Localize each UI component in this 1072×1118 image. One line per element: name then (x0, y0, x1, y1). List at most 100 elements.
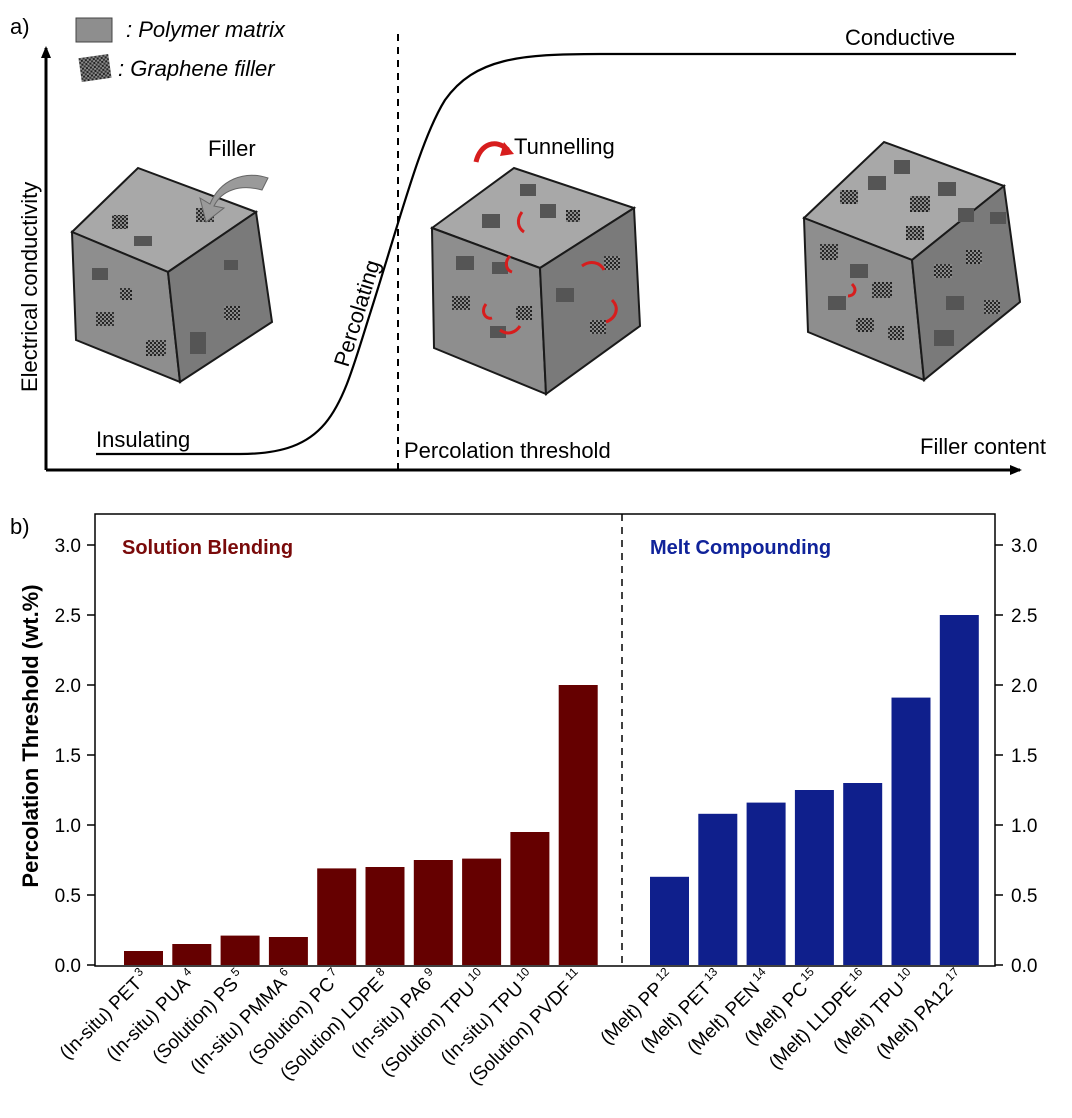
x-tick-label-ref: 10 (894, 964, 914, 984)
panel-b-bar-chart: b) Percolation Threshold (wt.%) Solution… (10, 513, 1037, 1090)
graphene-flake (224, 260, 238, 270)
graphene-flake (856, 318, 874, 332)
bar-solution-pvdf (558, 685, 598, 965)
bar-melt-tpu (891, 697, 931, 965)
y-axis-label: Electrical conductivity (17, 182, 42, 392)
y-tick-label-right: 0.0 (1011, 956, 1037, 977)
graphene-flake (934, 264, 952, 278)
y-tick-label: 0.5 (55, 886, 81, 907)
graphene-flake (990, 212, 1006, 224)
x-tick-label-ref: 17 (942, 964, 962, 984)
y-axis-title: Percolation Threshold (wt.%) (18, 584, 43, 887)
x-tick-label-ref: 11 (562, 964, 581, 983)
graphene-flake (888, 326, 904, 340)
group-title-melt: Melt Compounding (650, 537, 831, 559)
graphene-flake (828, 296, 846, 310)
graphene-flake (894, 160, 910, 174)
cube-percolating: Tunnelling (429, 134, 642, 396)
bar-solution-tpu (462, 858, 502, 965)
conductive-label: Conductive (845, 25, 955, 50)
legend-polymer-text: : Polymer matrix (126, 17, 286, 42)
graphene-flake (516, 306, 532, 320)
bar-in-situ-pa6 (413, 860, 453, 965)
y-tick-label: 2.0 (55, 676, 81, 697)
y-tick-label: 2.5 (55, 606, 81, 627)
tunnelling-arrow-head (500, 142, 514, 156)
y-tick-label-right: 0.5 (1011, 886, 1037, 907)
y-tick-label: 3.0 (55, 536, 81, 557)
plot-frame (94, 513, 996, 967)
filler-arrow (199, 174, 269, 223)
graphene-flake (540, 204, 556, 218)
graphene-flake (566, 210, 580, 222)
bar-solution-pc (317, 868, 357, 965)
graphene-flake (938, 182, 956, 196)
graphene-flake (96, 312, 114, 326)
graphene-flake (604, 256, 620, 270)
y-tick-label-right: 3.0 (1011, 536, 1037, 557)
bar-melt-pen (746, 802, 786, 965)
graphene-flake (966, 250, 982, 264)
panel-a-label: a) (10, 14, 30, 39)
graphene-flake (906, 226, 924, 240)
graphene-flake (92, 268, 108, 280)
graphene-flake (492, 262, 508, 274)
x-tick-label-ref: 12 (653, 964, 673, 984)
graphene-flake (590, 320, 606, 334)
y-tick-label: 1.5 (55, 746, 81, 767)
graphene-flake (490, 326, 506, 338)
bar-in-situ-pua (172, 944, 212, 965)
x-tick-label-ref: 13 (701, 964, 721, 984)
graphene-flake (872, 282, 892, 298)
y-ticks-right: 0.0 0.5 1.0 1.5 2.0 2.5 3.0 (995, 536, 1037, 977)
y-tick-label-right: 1.0 (1011, 816, 1037, 837)
x-tick-label-ref: 10 (513, 964, 533, 984)
x-tick-label-ref: 14 (749, 964, 769, 984)
graphene-flake (556, 288, 574, 302)
cube-insulating: Filler (70, 136, 274, 384)
bar-solution-ps (220, 935, 260, 965)
y-tick-label: 0.0 (55, 956, 81, 977)
y-tick-label: 1.0 (55, 816, 81, 837)
graphene-flake (946, 296, 964, 310)
x-tick-labels: (In-situ) PET3(In-situ) PUA4(Solution) P… (56, 964, 962, 1089)
filler-label: Filler (208, 136, 256, 161)
x-tick-label-text: (In-situ) PET (56, 973, 147, 1064)
graphene-flake (190, 332, 206, 354)
tunnelling-label: Tunnelling (514, 134, 615, 159)
legend: : Polymer matrix : Graphene filler (75, 17, 286, 82)
graphene-flake (910, 196, 930, 212)
panel-a-schematic: a) : Polymer matrix : Graphene filler El… (10, 14, 1046, 475)
bar-melt-pet (698, 813, 738, 965)
cube-conductive (802, 140, 1022, 382)
percolating-label: Percolating (329, 257, 385, 370)
graphene-flake (850, 264, 868, 278)
graphene-flake (224, 306, 240, 320)
graphene-flake (456, 256, 474, 270)
graphene-flake (120, 288, 132, 300)
bar-in-situ-tpu (510, 832, 550, 965)
bar-in-situ-pmma (268, 937, 308, 965)
graphene-flake (868, 176, 886, 190)
bar-melt-pa12 (939, 615, 979, 965)
bar-in-situ-pet (124, 951, 163, 965)
graphene-flake (984, 300, 1000, 314)
y-tick-label-right: 2.0 (1011, 676, 1037, 697)
graphene-flake (134, 236, 152, 246)
bar-melt-pp (650, 876, 689, 965)
tunnelling-arrow (847, 282, 857, 298)
graphene-flake (146, 340, 166, 356)
y-ticks-left: 0.0 0.5 1.0 1.5 2.0 2.5 3.0 (55, 536, 95, 977)
graphene-flake (958, 208, 974, 222)
graphene-flake (840, 190, 858, 204)
tunnelling-arrows (482, 211, 618, 335)
x-tick-label-ref: 10 (465, 964, 485, 984)
x-tick-label-ref: 16 (846, 964, 866, 984)
graphene-flake (820, 244, 838, 260)
x-axis-label: Filler content (920, 434, 1046, 459)
x-tick-label-ref: 15 (798, 964, 818, 984)
conductivity-curve (96, 52, 1016, 456)
graphene-flake (452, 296, 470, 310)
y-tick-label-right: 2.5 (1011, 606, 1037, 627)
polymer-matrix-swatch (75, 17, 113, 43)
